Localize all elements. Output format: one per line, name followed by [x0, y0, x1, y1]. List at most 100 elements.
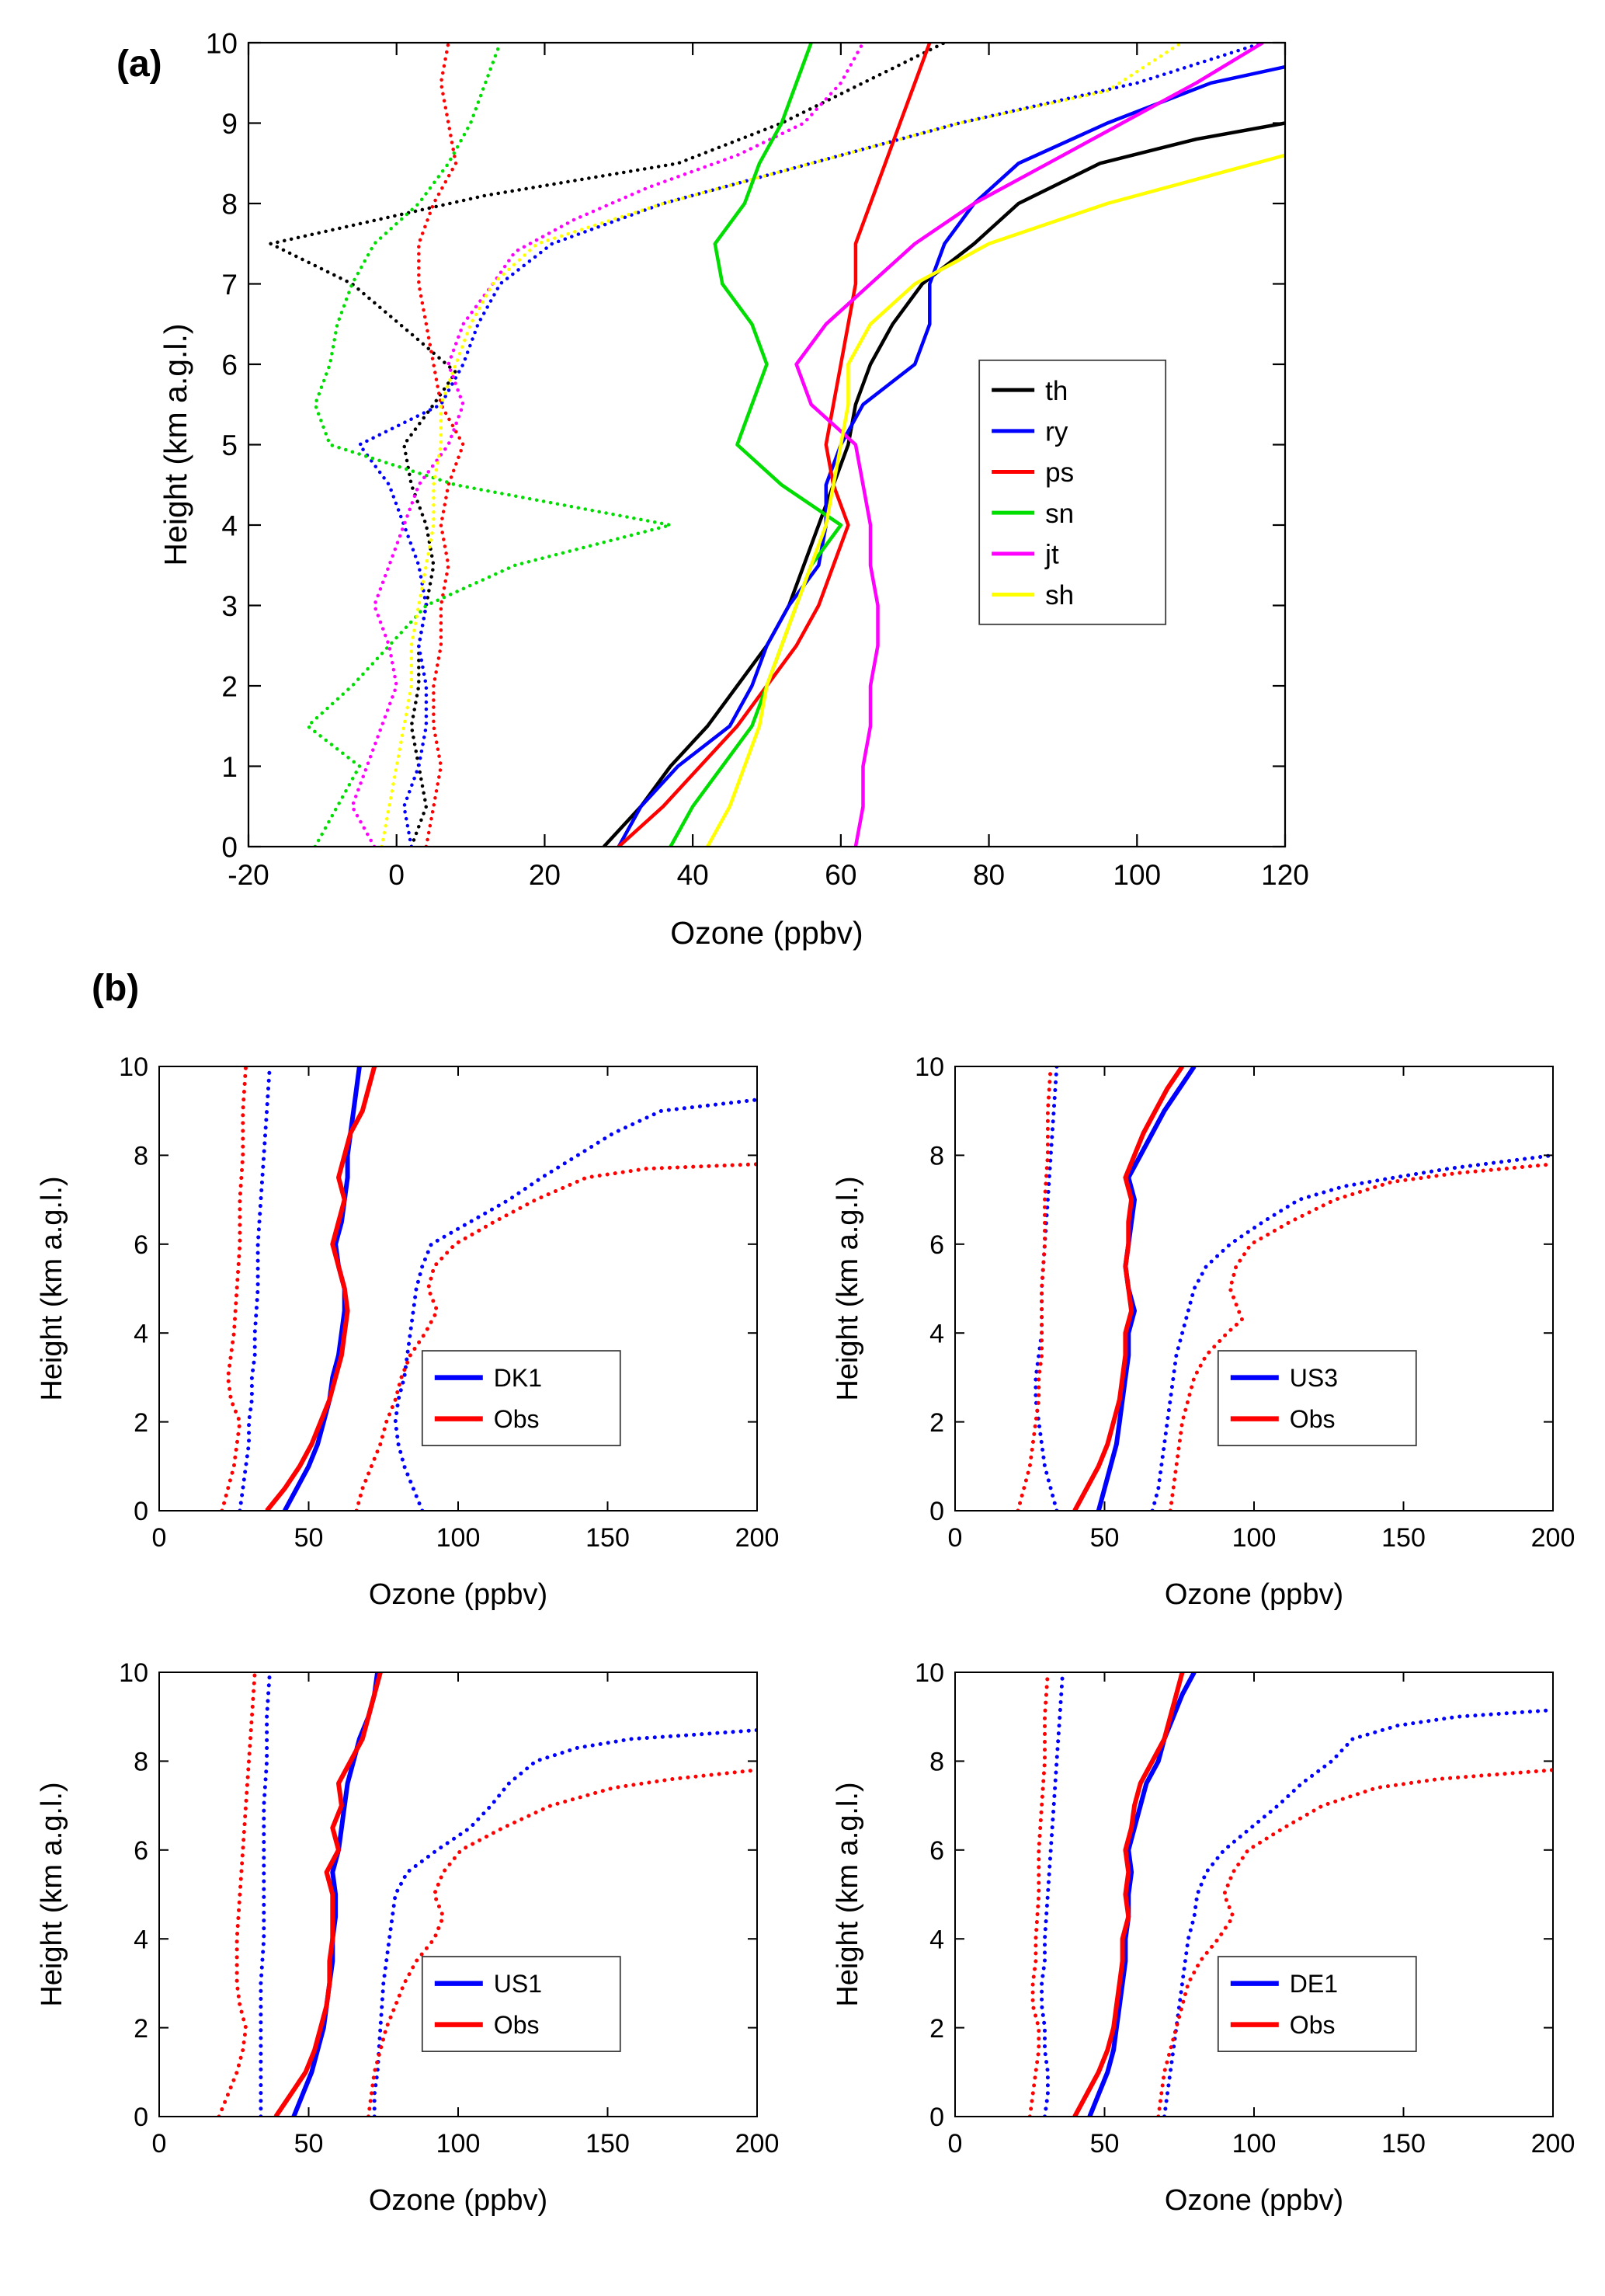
x-tick-label: 0: [152, 2129, 167, 2159]
model-mean-line: [291, 1672, 380, 2117]
th-dotted-line: [269, 43, 947, 847]
legend-label: jt: [1044, 539, 1059, 569]
y-tick-label: 6: [134, 1836, 148, 1866]
legend: US1 Obs: [421, 1956, 621, 2052]
obs-upper-line: [354, 1162, 757, 1511]
y-tick-label: 10: [915, 1658, 944, 1688]
legend-label: Obs: [1290, 1405, 1336, 1433]
x-tick-label: 50: [294, 1523, 324, 1553]
legend: DE1 Obs: [1217, 1956, 1417, 2052]
x-tick-label: 150: [585, 1523, 630, 1553]
x-tick-label: 0: [388, 859, 405, 891]
y-tick-label: 7: [221, 269, 238, 301]
obs-lower-line: [220, 1066, 248, 1511]
legend-label: US1: [494, 1970, 542, 1998]
x-tick-label: 60: [825, 859, 856, 891]
tick-labels: 0 50 100 150 200 0 2 4 6 8 10: [119, 1052, 779, 1553]
x-tick-label: 40: [677, 859, 709, 891]
x-tick-label: 50: [294, 2129, 324, 2159]
legend-box: [421, 1956, 621, 2052]
obs-lower-line: [217, 1672, 257, 2117]
legend-entry: ps: [992, 457, 1074, 488]
legend-label: US3: [1290, 1364, 1338, 1392]
legend-entry: US1: [434, 1970, 542, 1998]
x-tick-label: 150: [1381, 1523, 1426, 1553]
model-lower-line: [1040, 1672, 1065, 2117]
x-tick-label: 80: [973, 859, 1005, 891]
series-group: [269, 43, 1285, 847]
model-upper-line: [393, 1098, 757, 1511]
tick-labels: 0 50 100 150 200 0 2 4 6 8 10: [915, 1052, 1575, 1553]
obs-upper-line: [1168, 1162, 1553, 1511]
y-tick-label: 0: [134, 2103, 148, 2132]
y-tick-label: 8: [134, 1748, 148, 1777]
panel-b-us3-chart: 0 50 100 150 200 0 2 4 6 8 10 Ozone (ppbv) Height (k…: [832, 1052, 1575, 1611]
y-tick-label: 6: [929, 1230, 944, 1260]
x-tick-label: 150: [585, 2129, 630, 2159]
x-tick-label: 100: [1232, 1523, 1277, 1553]
legend-box: [421, 1350, 621, 1446]
legend: US3 Obs: [1217, 1350, 1417, 1446]
y-tick-label: 6: [221, 349, 238, 381]
y-tick-label: 1: [221, 751, 238, 783]
obs-mean-line: [265, 1066, 377, 1511]
obs-upper-line: [367, 1768, 757, 2117]
y-axis-label: Height (km a.g.l.): [36, 1782, 68, 2006]
obs-upper-line: [1156, 1768, 1553, 2117]
panel-b-label: (b): [92, 968, 140, 1009]
legend-label: sh: [1045, 580, 1074, 611]
x-tick-label: 0: [948, 1523, 963, 1553]
y-tick-label: 6: [929, 1836, 944, 1866]
model-lower-line: [238, 1066, 272, 1511]
legend-entry: DK1: [434, 1364, 542, 1392]
legend-entry: Obs: [1230, 2011, 1336, 2039]
x-axis-label: Ozone (ppbv): [1165, 1578, 1343, 1611]
y-axis-label: Height (km a.g.l.): [832, 1176, 864, 1400]
x-tick-label: 200: [1531, 1523, 1575, 1553]
series-group: [217, 1672, 757, 2117]
sn-dotted-line: [306, 43, 672, 847]
y-tick-label: 9: [221, 108, 238, 140]
y-axis-label: Height (km a.g.l.): [832, 1782, 864, 2006]
tick-marks: [158, 1672, 758, 2117]
tick-marks: [158, 1066, 758, 1512]
sh-solid-line: [706, 153, 1285, 847]
legend-label: ps: [1045, 457, 1074, 488]
legend-entry: sn: [992, 499, 1074, 529]
y-tick-label: 8: [134, 1142, 148, 1171]
x-tick-label: 100: [436, 2129, 481, 2159]
y-tick-label: 4: [221, 510, 238, 541]
ps-solid-line: [617, 43, 932, 847]
model-upper-line: [1162, 1708, 1553, 2117]
model-mean-line: [1096, 1066, 1197, 1511]
legend-label: th: [1045, 376, 1068, 406]
y-tick-label: 10: [119, 1052, 148, 1082]
x-tick-label: 150: [1381, 2129, 1426, 2159]
y-tick-label: 3: [221, 590, 238, 622]
y-tick-label: 4: [134, 1925, 148, 1954]
y-tick-label: 0: [929, 1497, 944, 1526]
y-tick-label: 0: [134, 1497, 148, 1526]
legend-entry: Obs: [434, 2011, 540, 2039]
sn-solid-line: [669, 43, 843, 847]
panel-b-de1-chart: 0 50 100 150 200 0 2 4 6 8 10 Ozone (ppbv) Height (k…: [832, 1658, 1575, 2217]
legend-label: ry: [1045, 416, 1068, 447]
x-tick-label: 200: [735, 2129, 780, 2159]
x-tick-label: 120: [1261, 859, 1309, 891]
panel-b-us1-chart: 0 50 100 150 200 0 2 4 6 8 10 Ozone (ppbv) Height (k…: [36, 1658, 779, 2217]
x-tick-label: 200: [1531, 2129, 1575, 2159]
y-tick-label: 2: [134, 1408, 148, 1438]
obs-lower-line: [1016, 1066, 1053, 1511]
x-tick-label: 50: [1090, 2129, 1120, 2159]
y-tick-label: 2: [929, 1408, 944, 1438]
y-tick-label: 4: [929, 1925, 944, 1954]
legend-label: Obs: [1290, 2011, 1336, 2039]
legend-label: Obs: [494, 2011, 540, 2039]
model-upper-line: [372, 1727, 757, 2117]
legend-entry: th: [992, 376, 1068, 406]
tick-labels: 0 50 100 150 200 0 2 4 6 8 10: [119, 1658, 779, 2159]
y-tick-label: 2: [134, 2014, 148, 2044]
